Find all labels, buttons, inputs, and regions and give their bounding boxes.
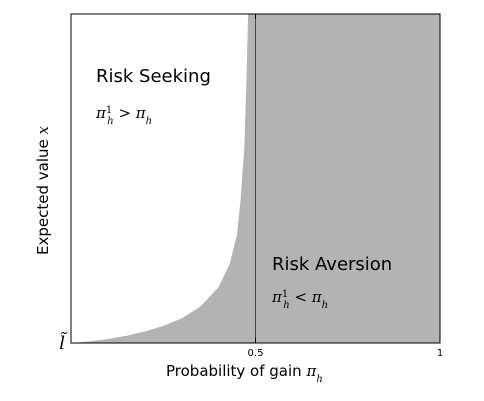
y-ticks: l̃ bbox=[59, 331, 76, 354]
risk-seeking-label: Risk Seeking bbox=[96, 66, 211, 87]
risk-seeking-condition: π1 h > πh bbox=[95, 104, 152, 127]
risk-aversion-condition: π1 h < πh bbox=[271, 288, 328, 311]
y-tick-label: l̃ bbox=[59, 331, 68, 354]
y-axis-label: Expected value x bbox=[34, 126, 52, 256]
risk-aversion-label: Risk Aversion bbox=[272, 254, 392, 275]
x-axis-label: Probability of gain πh bbox=[166, 362, 323, 385]
x-tick-label: 1 bbox=[437, 348, 443, 359]
x-ticks: 0.5 1 bbox=[248, 14, 443, 359]
x-tick-label: 0.5 bbox=[248, 348, 264, 359]
